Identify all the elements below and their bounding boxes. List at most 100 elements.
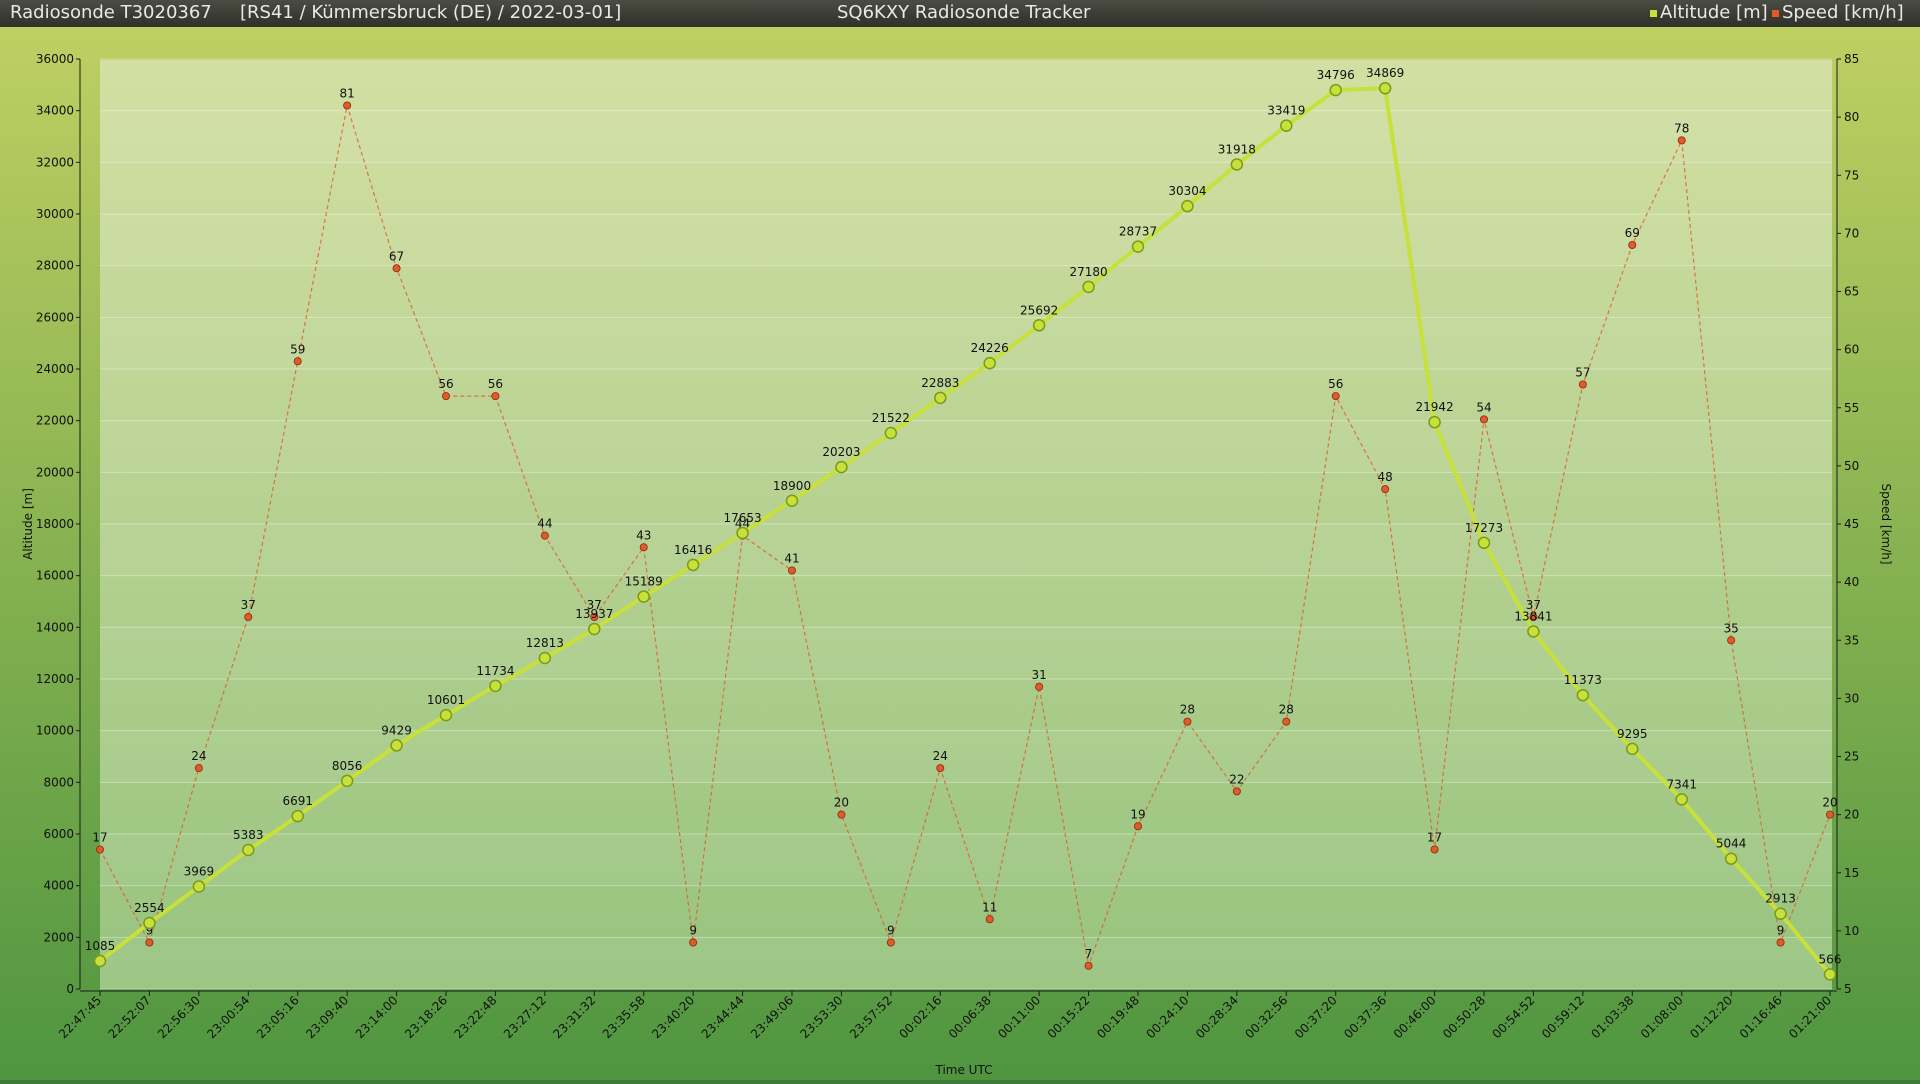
speed-point	[1826, 810, 1835, 819]
right-tick-label: 35	[1844, 633, 1859, 647]
speed-data-label: 9	[1777, 924, 1785, 938]
altitude-point	[1181, 199, 1194, 213]
speed-data-label: 56	[488, 377, 503, 391]
altitude-point	[736, 526, 749, 540]
speed-point	[540, 531, 549, 540]
grid-band	[100, 937, 1832, 989]
grid-band	[100, 214, 1832, 266]
altitude-point	[192, 880, 206, 893]
altitude-data-label: 17653	[723, 511, 761, 525]
grid-band	[100, 420, 1832, 473]
speed-data-label: 35	[1724, 621, 1739, 635]
altitude-data-label: 27180	[1069, 265, 1107, 279]
speed-point	[1232, 787, 1241, 796]
grid-band	[100, 730, 1832, 783]
left-tick-label: 12000	[36, 672, 74, 686]
speed-point	[1430, 845, 1439, 854]
speed-data-label: 54	[1476, 400, 1491, 414]
altitude-data-label: 9429	[381, 723, 412, 737]
speed-point	[392, 264, 401, 273]
sonde-id: Radiosonde T3020367	[10, 2, 212, 23]
speed-point	[491, 392, 500, 401]
right-tick-label: 65	[1844, 285, 1859, 299]
speed-data-label: 59	[290, 342, 305, 356]
altitude-data-label: 11373	[1564, 673, 1602, 687]
speed-data-label: 67	[389, 249, 404, 263]
left-tick-label: 18000	[36, 517, 74, 531]
right-tick-label: 75	[1844, 168, 1859, 182]
grid-lines	[100, 58, 1832, 990]
left-tick-label: 22000	[36, 414, 74, 428]
altitude-data-label: 21942	[1415, 400, 1453, 414]
speed-data-label: 81	[340, 87, 355, 101]
altitude-point	[1774, 907, 1787, 920]
speed-point	[194, 764, 203, 773]
right-tick-label: 70	[1844, 226, 1859, 240]
speed-data-label: 44	[735, 517, 750, 531]
altitude-data-label: 31918	[1218, 142, 1256, 156]
altitude-point	[1477, 536, 1491, 550]
grid-band	[100, 110, 1832, 163]
speed-point	[1727, 636, 1736, 645]
right-axis-title: Speed [km/h]	[1879, 483, 1893, 564]
left-tick-label: 36000	[36, 52, 74, 66]
speed-point	[1282, 717, 1291, 726]
altitude-data-label: 20203	[822, 445, 860, 459]
left-tick-label: 24000	[36, 362, 74, 376]
left-tick-label: 10000	[36, 724, 74, 738]
speed-point	[1776, 938, 1785, 947]
right-tick-label: 20	[1844, 808, 1859, 822]
altitude-point	[439, 708, 453, 722]
speed-data-label: 31	[1032, 668, 1047, 682]
speed-data-label: 11	[982, 900, 997, 914]
grid-band	[100, 627, 1832, 679]
legend-altitude-swatch	[1650, 9, 1657, 17]
speed-data-label: 17	[92, 831, 107, 845]
speed-point	[343, 101, 352, 110]
altitude-data-label: 8056	[332, 759, 363, 773]
altitude-data-label: 566	[1819, 952, 1842, 966]
altitude-point	[1378, 81, 1392, 95]
altitude-point	[1230, 158, 1244, 171]
altitude-point	[1032, 319, 1046, 332]
altitude-point	[1527, 625, 1540, 638]
altitude-data-label: 2554	[134, 901, 165, 915]
speed-point	[1134, 822, 1143, 831]
altitude-point	[588, 622, 601, 636]
altitude-point	[291, 809, 304, 823]
speed-data-label: 78	[1674, 121, 1689, 135]
altitude-point	[1428, 415, 1441, 429]
plot-area	[100, 60, 1832, 989]
speed-series: 17 9 24 37 59 81 67 56 56 44 37 43 9 44 41 20 9 24 11 31 7 19…	[92, 87, 1838, 970]
legend-altitude-label: Altitude [m]	[1660, 2, 1768, 23]
speed-data-label: 56	[1328, 377, 1343, 391]
speed-point	[244, 613, 253, 622]
legend-speed-label: Speed [km/h]	[1782, 2, 1904, 23]
left-tick-label: 28000	[36, 259, 74, 273]
right-tick-label: 45	[1844, 517, 1859, 531]
right-tick-label: 55	[1844, 401, 1859, 415]
grid-band	[100, 317, 1832, 369]
altitude-data-label: 9295	[1617, 727, 1648, 741]
altitude-series: 1085255439695383669180569429106011173412…	[85, 66, 1842, 981]
right-tick-label: 85	[1844, 52, 1859, 66]
right-tick-label: 5	[1844, 982, 1852, 996]
left-tick-label: 32000	[36, 155, 74, 169]
speed-point	[837, 810, 846, 819]
grid-band	[100, 524, 1832, 576]
chart-area: 0 2000 4000 6000 8000 10000 12000 14000 16000 180…	[0, 27, 1920, 1080]
speed-point	[886, 938, 895, 947]
speed-data-label: 19	[1130, 807, 1145, 821]
speed-point	[1578, 380, 1587, 389]
left-tick-label: 34000	[36, 104, 74, 118]
altitude-point	[93, 954, 107, 968]
speed-line	[99, 105, 1831, 969]
altitude-data-label: 34869	[1366, 66, 1404, 80]
altitude-point	[835, 460, 848, 474]
speed-point	[1480, 415, 1489, 424]
left-tick-label: 0	[66, 982, 74, 996]
speed-data-label: 17	[1427, 831, 1442, 845]
left-axis-title: Altitude [m]	[21, 488, 35, 560]
altitude-data-label: 30304	[1168, 184, 1206, 198]
right-tick-label: 15	[1844, 866, 1859, 880]
